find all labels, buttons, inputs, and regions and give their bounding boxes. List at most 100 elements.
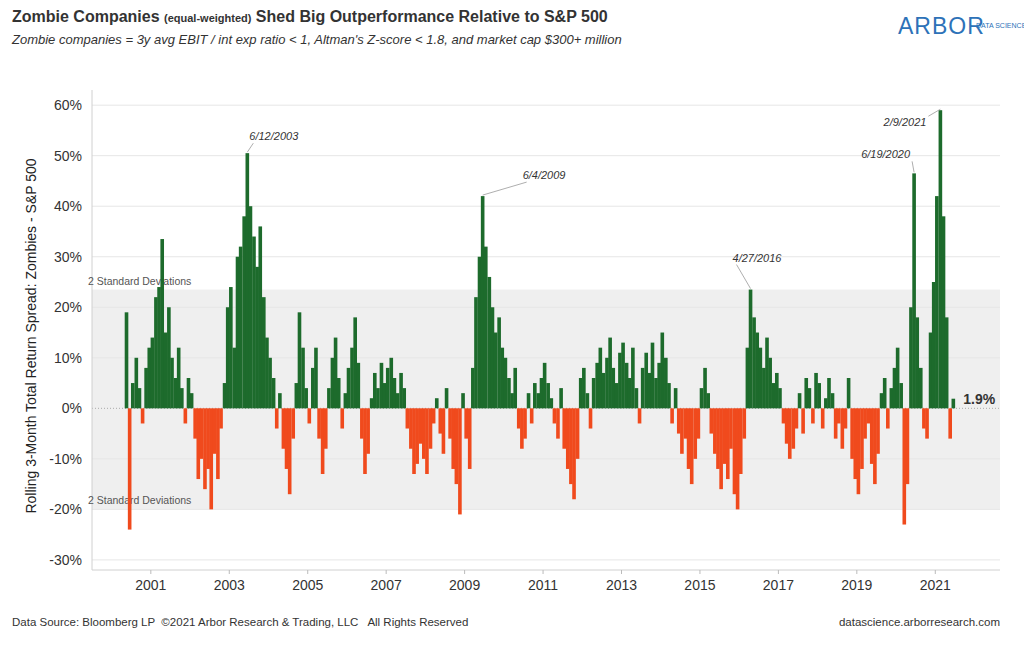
bar [174,378,178,408]
bar [317,408,321,438]
bar [765,338,769,409]
bar [448,408,452,438]
bar [236,257,240,409]
x-tick [778,570,779,574]
website: datascience.arborresearch.com [839,616,1000,628]
bar [262,297,266,408]
bar [817,383,821,408]
bar [366,408,370,453]
x-tick [307,570,308,574]
bar [746,348,750,409]
grid-line [92,559,1000,560]
bar [513,368,517,408]
bar [778,388,782,408]
bar [641,368,645,408]
bar [736,408,740,509]
y-axis-label: Rolling 3-Month Total Return Spread: Zom… [23,158,39,513]
x-tick-label: 2003 [214,577,245,593]
y-tick-label: 20% [54,299,82,315]
x-tick-label: 2015 [684,577,715,593]
bar [635,388,639,408]
bar [860,408,864,469]
bar [481,196,485,408]
bar [307,408,311,423]
x-tick [935,570,936,574]
bar [697,408,701,438]
x-tick [621,570,622,574]
subtitle: Zombie companies = 3y avg EBIT / int exp… [11,32,622,47]
bar [504,358,508,409]
bar [680,408,684,453]
bar [484,247,488,409]
bar [278,393,282,408]
bar [314,348,318,409]
bar [311,368,315,408]
bar [167,307,171,408]
bar [131,383,135,408]
bar [298,312,302,408]
bar [684,408,688,438]
bar [844,408,848,428]
annotation: 1.9% [963,391,995,407]
bar [464,408,468,438]
bar [811,408,815,423]
bar [138,388,142,408]
annotation: 6/12/2003 [249,130,299,142]
x-tick-label: 2021 [920,577,951,593]
bar [383,383,387,408]
y-tick-label: -20% [49,501,82,517]
bar [474,297,478,408]
bar [334,338,338,409]
x-tick-label: 2019 [841,577,872,593]
bar [144,368,148,408]
bar [340,408,344,428]
bar [219,408,223,428]
y-tick-label: -30% [49,552,82,568]
bar [775,373,779,408]
bar [193,408,197,438]
bar [719,408,723,489]
x-axis-line [92,570,1000,571]
bar [252,237,256,409]
bar [549,398,553,408]
annotation: 4/27/2016 [733,252,783,264]
bar [229,287,233,408]
bar [909,307,913,408]
bar [569,408,573,484]
bar [184,408,188,423]
bar [435,398,439,408]
bar [344,393,348,408]
bar [579,378,583,408]
bar [749,290,753,409]
bar [157,287,161,408]
bar [321,408,325,474]
bar [788,408,792,459]
bar [258,226,262,408]
bar [432,408,436,423]
x-tick [543,570,544,574]
bar [942,216,946,408]
bar [216,408,220,479]
bar [693,408,697,459]
bar [654,378,658,408]
bar [605,358,609,409]
bar [739,408,743,474]
bar [376,388,380,408]
bar [239,247,243,409]
bar [380,363,384,408]
bar [373,373,377,408]
bar [442,408,446,453]
annotation-leader [483,182,527,195]
bar [729,408,733,448]
bar [272,378,276,408]
bar [667,383,671,408]
bar [164,333,168,409]
bar [249,206,253,408]
bar [285,408,289,469]
bar [625,363,629,408]
bar [429,408,433,448]
bar [517,408,521,428]
bar [128,408,132,529]
bar [500,348,504,409]
bar [209,408,213,509]
